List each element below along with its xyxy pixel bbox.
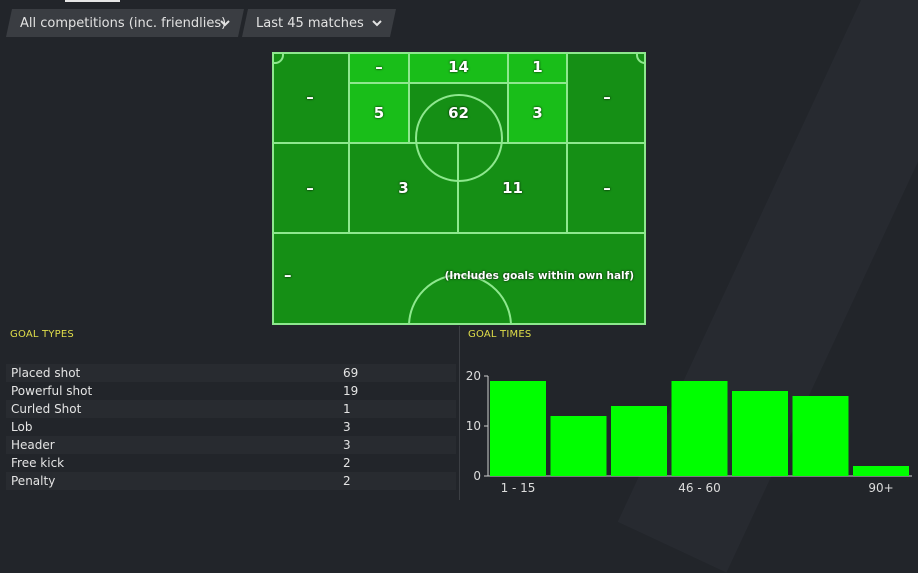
table-row: Curled Shot 1 <box>6 400 456 418</box>
zone-top-left-wide[interactable]: – <box>274 54 350 144</box>
goal-type-label: Penalty <box>11 474 56 488</box>
pitch-note: (Includes goals within own half) <box>444 270 634 282</box>
zone-box-center[interactable]: 62 <box>408 82 509 144</box>
matches-filter-label: Last 45 matches <box>256 15 364 31</box>
goal-type-value: 19 <box>343 384 359 398</box>
goal-type-label: Powerful shot <box>11 384 93 398</box>
zone-value: 3 <box>532 104 543 122</box>
zone-value: – <box>375 58 383 76</box>
chevron-down-icon <box>220 18 230 28</box>
zone-value: 14 <box>448 58 469 76</box>
corner-arc-right <box>636 54 644 64</box>
goal-type-label: Lob <box>11 420 33 434</box>
goal-type-value: 1 <box>343 402 351 416</box>
zone-value: – <box>284 266 292 284</box>
goal-type-value: 3 <box>343 420 351 434</box>
zone-value: 62 <box>448 104 469 122</box>
bar[interactable] <box>611 406 667 476</box>
table-row: Penalty 2 <box>6 472 456 490</box>
table-row: Header 3 <box>6 436 456 454</box>
goal-type-value: 3 <box>343 438 351 452</box>
chevron-down-icon <box>372 18 382 28</box>
y-tick-label: 0 <box>473 469 481 483</box>
zone-value: 1 <box>532 58 543 76</box>
zone-box-right[interactable]: 3 <box>507 82 568 144</box>
goal-type-value: 2 <box>343 456 351 470</box>
zone-value: 3 <box>398 179 409 197</box>
zone-value: – <box>306 179 314 197</box>
panel-divider <box>459 326 460 500</box>
active-tab-indicator <box>65 0 120 2</box>
zone-mid-left-wide[interactable]: – <box>274 142 350 234</box>
goal-times-chart: 0 10 20 1 - 15 46 - 60 90+ <box>466 369 912 495</box>
zone-mid-center-right[interactable]: 11 <box>457 142 568 234</box>
x-tick-label: 90+ <box>868 481 893 495</box>
goal-types-title: GOAL TYPES <box>10 329 74 340</box>
zone-six-yard-left[interactable]: – <box>348 54 410 84</box>
bar[interactable] <box>550 416 607 476</box>
matches-filter-dropdown[interactable]: Last 45 matches <box>242 9 396 37</box>
bar[interactable] <box>853 466 909 476</box>
zone-value: – <box>603 179 611 197</box>
goal-types-table: Placed shot 69 Powerful shot 19 Curled Sho… <box>6 364 456 490</box>
zone-value: – <box>306 88 314 106</box>
zone-long-range[interactable]: – <box>274 232 644 323</box>
goal-type-label: Curled Shot <box>11 402 82 416</box>
y-tick-label: 20 <box>466 369 481 383</box>
zone-mid-right-wide[interactable]: – <box>566 142 644 234</box>
bar[interactable] <box>490 381 546 476</box>
goal-type-value: 2 <box>343 474 351 488</box>
table-row: Placed shot 69 <box>6 364 456 382</box>
goal-type-label: Placed shot <box>11 366 81 380</box>
zone-value: 5 <box>373 104 385 122</box>
goal-times-title: GOAL TIMES <box>468 329 532 340</box>
table-row: Free kick 2 <box>6 454 456 472</box>
zone-value: 11 <box>502 179 523 197</box>
zone-six-yard-right[interactable]: 1 <box>507 54 568 84</box>
goal-type-label: Header <box>11 438 55 452</box>
corner-arc-left <box>274 54 284 64</box>
bar[interactable] <box>732 391 788 476</box>
x-tick-label: 1 - 15 <box>501 481 536 495</box>
x-tick-label: 46 - 60 <box>678 481 721 495</box>
competition-filter-dropdown[interactable]: All competitions (inc. friendlies) <box>6 9 244 37</box>
zone-mid-center-left[interactable]: 3 <box>348 142 459 234</box>
bar[interactable] <box>671 381 728 476</box>
zone-box-left[interactable]: 5 <box>348 82 410 144</box>
zone-top-right-wide[interactable]: – <box>566 54 644 144</box>
goal-type-label: Free kick <box>11 456 65 470</box>
zone-six-yard-center[interactable]: 14 <box>408 54 509 84</box>
y-tick-label: 10 <box>466 419 481 433</box>
competition-filter-label: All competitions (inc. friendlies) <box>20 15 227 31</box>
zone-value: – <box>603 88 611 106</box>
bar[interactable] <box>792 396 849 476</box>
goal-type-value: 69 <box>343 366 359 380</box>
table-row: Powerful shot 19 <box>6 382 456 400</box>
penalty-arc <box>415 94 503 182</box>
table-row: Lob 3 <box>6 418 456 436</box>
goal-location-pitch: – – 14 1 – 5 62 3 – 3 11 – – (Includes g… <box>272 52 646 325</box>
